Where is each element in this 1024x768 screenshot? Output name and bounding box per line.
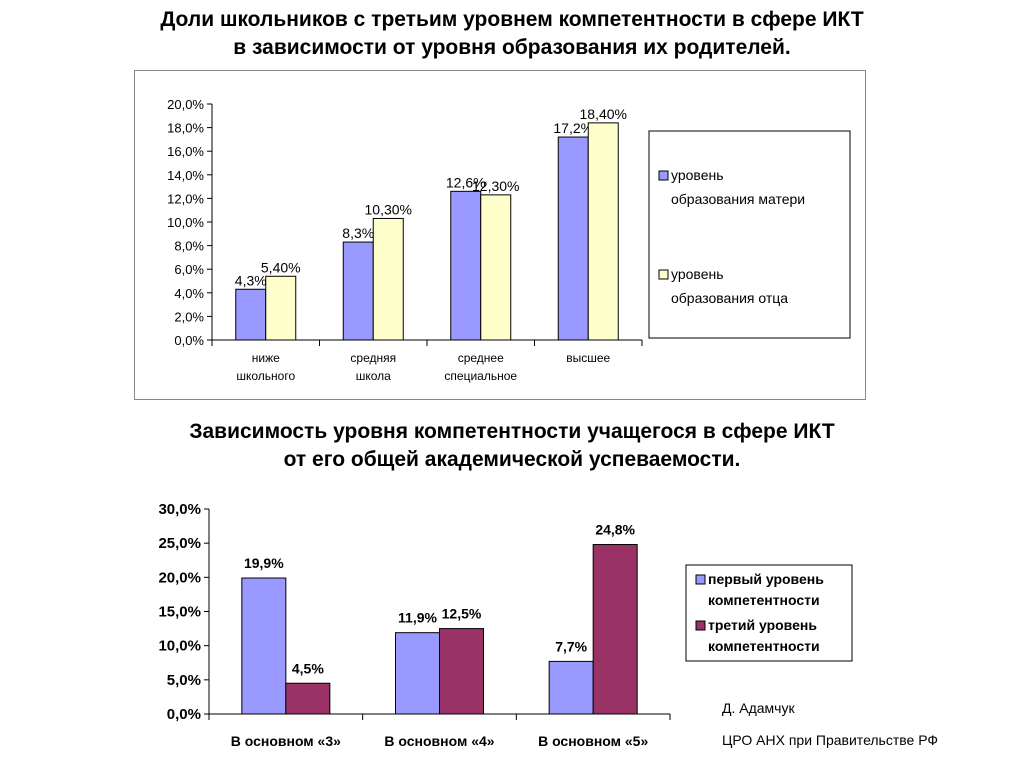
- credit-organization: ЦРО АНХ при Правительстве РФ: [722, 732, 939, 748]
- chart2-bar: [548, 660, 594, 715]
- chart2-legend-label: компетентности: [708, 638, 820, 654]
- chart2-category-label: В основном «5»: [538, 733, 648, 749]
- credit-author: Д. Адамчук: [722, 700, 795, 716]
- chart2-legend-label: первый уровень: [708, 571, 824, 587]
- chart2-data-label: 12,5%: [442, 606, 482, 622]
- chart2-bar: [592, 544, 638, 715]
- chart2-y-tick-label: 15,0%: [158, 604, 201, 621]
- chart2-data-label: 19,9%: [244, 555, 284, 571]
- chart1-title: Доли школьников с третьим уровнем компет…: [0, 6, 1024, 62]
- chart2-y-tick-label: 20,0%: [158, 569, 201, 586]
- chart2-y-tick-label: 25,0%: [158, 535, 201, 552]
- chart2-legend-swatch: [695, 574, 706, 585]
- chart2-y-tick-label: 5,0%: [167, 672, 201, 689]
- chart1-title-line2: в зависимости от уровня образования их р…: [233, 36, 791, 59]
- chart2-title-line1: Зависимость уровня компетентности учащег…: [189, 420, 835, 443]
- chart2-y-tick-label: 10,0%: [158, 638, 201, 655]
- chart2-data-label: 24,8%: [595, 522, 635, 538]
- chart2-data-label: 7,7%: [555, 638, 587, 654]
- chart2-y-tick-label: 0,0%: [167, 706, 201, 723]
- chart1-title-line1: Доли школьников с третьим уровнем компет…: [160, 8, 864, 31]
- chart2-legend: [685, 564, 853, 662]
- chart2-data-label: 4,5%: [292, 660, 324, 676]
- chart2-bar: [395, 632, 440, 715]
- chart1-frame: [134, 70, 866, 400]
- chart2-bar: [241, 577, 287, 715]
- chart2-title-line2: от его общей академической успеваемости.: [283, 448, 741, 471]
- chart2-legend-label: третий уровень: [708, 617, 817, 633]
- chart2-data-label: 11,9%: [398, 610, 437, 626]
- chart2-legend-label: компетентности: [708, 592, 820, 608]
- chart2-bar: [285, 682, 331, 715]
- chart2-title: Зависимость уровня компетентности учащег…: [0, 418, 1024, 474]
- chart2-y-tick-label: 30,0%: [158, 501, 201, 518]
- chart2-category-label: В основном «4»: [384, 733, 494, 749]
- chart2-bar: [439, 628, 484, 715]
- chart2-legend-swatch: [695, 620, 706, 631]
- chart2-category-label: В основном «3»: [231, 733, 341, 749]
